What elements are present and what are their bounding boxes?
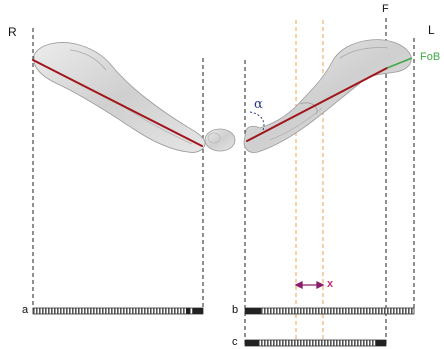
scale-bar-c <box>244 339 387 347</box>
offset-guides <box>295 20 324 340</box>
left-axis-line <box>246 67 388 142</box>
scale-bar-a <box>32 307 204 315</box>
right-side-label: R <box>8 25 17 39</box>
left-side-label: L <box>428 23 435 37</box>
right-axis-line <box>32 59 203 147</box>
left-femur-bone <box>243 39 412 153</box>
scale-bar-b <box>244 307 415 315</box>
angle-label: α <box>254 97 263 112</box>
fob-label: FoB <box>420 51 441 63</box>
scale-label-c: c <box>232 336 238 348</box>
right-femur-bone <box>33 42 206 153</box>
scale-label-b: b <box>232 304 239 316</box>
femur-point-label: F <box>382 3 389 15</box>
knee-bones <box>204 128 236 152</box>
fob-line <box>386 57 413 69</box>
axis-lines <box>32 59 388 147</box>
scale-label-a: a <box>22 304 29 316</box>
offset-arrow <box>294 280 325 290</box>
offset-label: x <box>327 278 334 290</box>
reference-lines <box>32 18 415 345</box>
